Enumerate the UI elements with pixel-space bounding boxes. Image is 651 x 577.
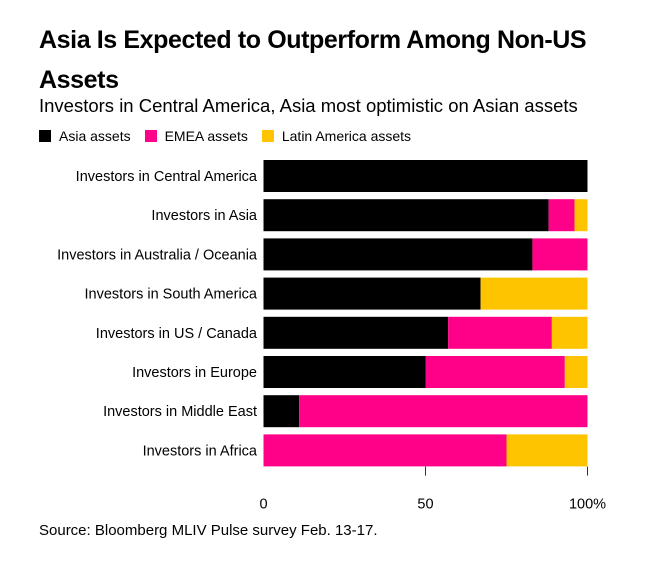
legend-item-asia: Asia assets (39, 128, 131, 144)
category-label: Investors in Central America (76, 169, 258, 185)
bar-segment-emea (425, 356, 565, 388)
x-tick-label: 0 (259, 497, 267, 513)
bar-segment-emea (448, 316, 552, 349)
bar-segment-asia (263, 199, 549, 232)
category-label: Investors in Australia / Oceania (57, 247, 258, 263)
x-tick-label: 50 (417, 497, 433, 513)
bar-segment-latam (574, 199, 588, 232)
legend-swatch-latam (261, 130, 274, 142)
legend-swatch-emea (144, 130, 157, 142)
category-label: Investors in South America (85, 287, 258, 303)
bar-segment-asia (263, 277, 481, 310)
legend-label-asia: Asia assets (59, 128, 131, 144)
legend-label-emea: EMEA assets (164, 128, 248, 144)
category-label: Investors in Middle East (103, 404, 257, 420)
bar-segment-asia (263, 160, 588, 192)
legend-item-emea: EMEA assets (144, 128, 248, 144)
legend-label-latam: Latin America assets (281, 128, 412, 144)
bar-segment-emea (299, 395, 588, 428)
bar-segment-emea (532, 238, 588, 271)
bar-segment-asia (263, 356, 426, 388)
category-label: Investors in Europe (132, 365, 257, 381)
bar-segment-latam (506, 434, 588, 467)
bar-segment-emea (263, 434, 507, 467)
chart-title: Asia Is Expected to Outperform Among Non… (39, 26, 587, 94)
bar-segment-asia (263, 316, 449, 349)
bar-segment-asia (263, 395, 300, 428)
chart-subtitle: Investors in Central America, Asia most … (39, 95, 578, 116)
category-label: Investors in Africa (143, 443, 258, 459)
bar-segment-emea (548, 199, 575, 232)
bar-segment-latam (564, 356, 588, 388)
bar-segment-latam (480, 277, 588, 310)
legend: Asia assets EMEA assets Latin America as… (39, 128, 425, 144)
category-label: Investors in Asia (151, 208, 258, 224)
legend-item-latam: Latin America assets (261, 128, 412, 144)
bar-segment-asia (263, 238, 533, 271)
source-note: Source: Bloomberg MLIV Pulse survey Feb.… (39, 522, 378, 539)
x-tick-label: 100% (569, 497, 606, 513)
bar-segment-latam (551, 316, 588, 349)
category-label: Investors in US / Canada (96, 326, 258, 342)
legend-swatch-asia (39, 130, 51, 142)
